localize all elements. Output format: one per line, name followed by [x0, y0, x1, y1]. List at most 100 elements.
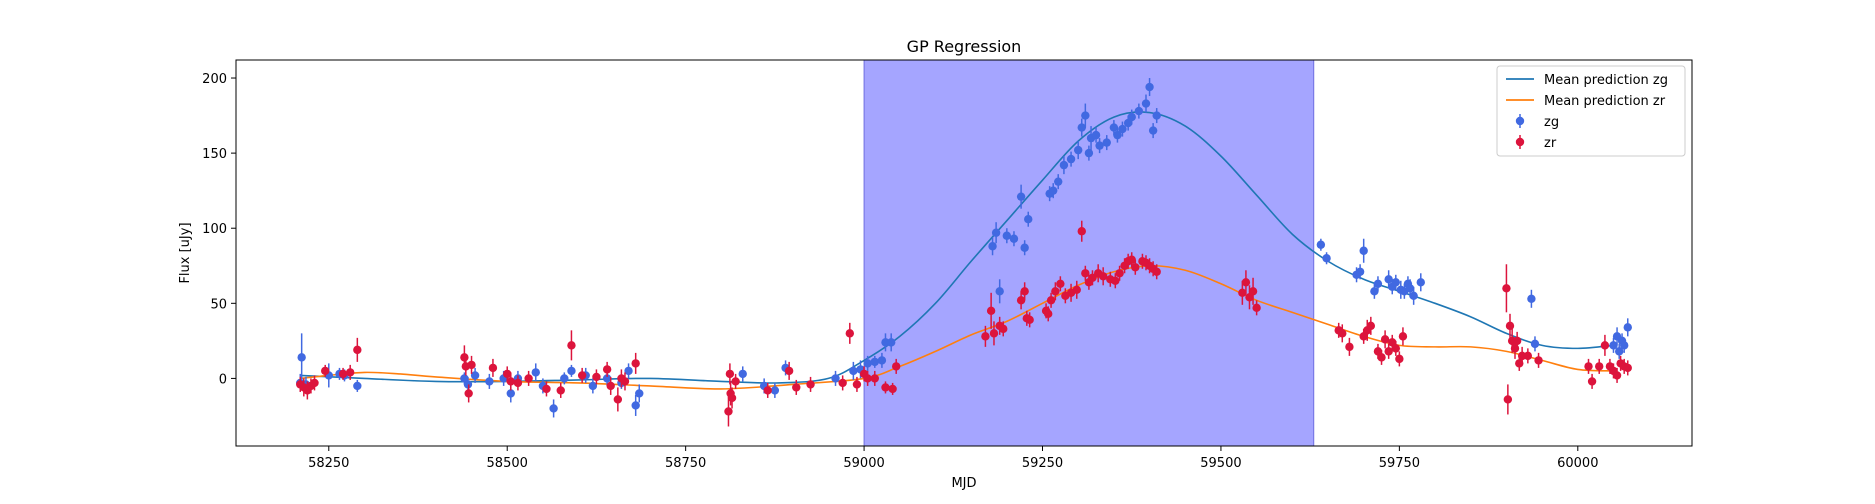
- data-point-zr-81: [1152, 264, 1161, 280]
- data-point-zg-43: [1016, 184, 1026, 209]
- marker: [321, 366, 330, 376]
- data-point-zr-94: [1377, 349, 1386, 365]
- marker: [464, 389, 473, 398]
- marker: [1398, 332, 1408, 341]
- marker: [888, 384, 897, 394]
- marker: [485, 377, 494, 386]
- marker: [592, 372, 601, 382]
- marker: [1152, 267, 1161, 276]
- plot-frame: [235, 59, 1693, 447]
- legend-marker-swatch: [1515, 116, 1525, 126]
- data-point-zr-25: [613, 387, 623, 412]
- data-point-zg-9: [470, 367, 480, 383]
- marker: [1600, 341, 1610, 350]
- data-point-zg-89: [1615, 343, 1624, 359]
- marker: [460, 353, 469, 362]
- marker: [1612, 371, 1622, 380]
- marker: [1152, 111, 1161, 120]
- marker: [738, 369, 747, 379]
- data-point-zg-31: [849, 361, 858, 380]
- data-point-zr-23: [602, 361, 612, 377]
- marker: [620, 377, 630, 386]
- data-point-zr-13: [488, 358, 498, 377]
- legend-item-zg: zg: [1515, 114, 1559, 130]
- data-point-zr-44: [881, 381, 890, 394]
- data-point-zg-70: [1322, 252, 1331, 265]
- data-point-zg-49: [1059, 156, 1069, 175]
- data-point-zg-66: [1145, 78, 1154, 97]
- marker: [506, 389, 515, 398]
- chart-title: GP Regression: [907, 37, 1022, 56]
- data-point-zg-47: [1049, 183, 1058, 199]
- y-tick-label: 100: [202, 222, 227, 237]
- marker: [1248, 287, 1258, 296]
- marker: [852, 380, 862, 389]
- marker: [1127, 112, 1136, 122]
- marker: [1009, 234, 1019, 243]
- marker: [1359, 246, 1368, 255]
- marker: [1109, 123, 1119, 132]
- x-tick-label: 59500: [1200, 456, 1241, 471]
- marker: [1115, 269, 1124, 278]
- marker: [1395, 354, 1404, 364]
- data-point-zr-33: [731, 373, 740, 389]
- data-point-zr-99: [1395, 351, 1404, 367]
- data-point-zr-32: [727, 387, 737, 409]
- marker: [353, 381, 362, 391]
- data-point-zg-61: [1118, 121, 1127, 137]
- data-point-zr-51: [999, 321, 1008, 337]
- marker: [1046, 296, 1056, 305]
- marker: [1088, 273, 1097, 282]
- data-point-zr-27: [620, 372, 630, 391]
- marker: [1016, 192, 1026, 201]
- marker: [877, 356, 887, 365]
- marker: [887, 338, 896, 347]
- data-point-zg-41: [1002, 228, 1012, 244]
- marker: [1081, 111, 1090, 120]
- data-point-zg-60: [1113, 127, 1122, 143]
- marker: [513, 378, 523, 388]
- data-point-zr-76: [1131, 259, 1140, 275]
- marker: [1534, 356, 1543, 365]
- marker: [470, 371, 480, 380]
- data-point-zr-5: [321, 364, 330, 377]
- data-point-zg-73: [1359, 238, 1368, 263]
- marker: [1502, 284, 1511, 293]
- data-point-zg-63: [1127, 109, 1136, 125]
- data-point-zg-14: [531, 363, 540, 382]
- marker: [1322, 254, 1331, 263]
- marker: [784, 366, 794, 376]
- y-tick-label: 50: [210, 297, 227, 312]
- data-point-zg-18: [567, 364, 576, 377]
- data-point-zg-92: [1623, 318, 1632, 337]
- data-point-zg-54: [1084, 145, 1094, 161]
- marker: [1024, 215, 1033, 224]
- marker: [1405, 284, 1415, 293]
- marker: [560, 374, 569, 383]
- marker: [338, 369, 348, 379]
- marker: [870, 374, 879, 383]
- marker: [1134, 106, 1144, 116]
- data-point-zr-96: [1384, 343, 1393, 359]
- data-point-zg-85: [1527, 289, 1536, 308]
- marker: [1141, 99, 1151, 108]
- data-point-zr-110: [1534, 352, 1543, 368]
- data-point-zr-38: [838, 375, 847, 391]
- marker: [763, 386, 772, 395]
- marker: [1091, 130, 1101, 140]
- marker: [1098, 272, 1108, 281]
- marker: [881, 383, 890, 392]
- data-point-zg-16: [549, 399, 558, 418]
- legend: Mean prediction zg Mean prediction zr zg zr: [1496, 65, 1686, 157]
- data-point-zg-91: [1619, 337, 1629, 353]
- marker: [1127, 255, 1136, 264]
- data-point-zr-22: [592, 369, 601, 385]
- marker: [838, 378, 847, 388]
- data-point-zg-84: [1416, 273, 1425, 292]
- data-point-zg-87: [1609, 337, 1618, 353]
- data-point-zr-39: [845, 322, 855, 344]
- marker: [631, 401, 640, 410]
- data-point-zr-72: [1115, 265, 1124, 281]
- x-tick-label: 60000: [1557, 456, 1598, 471]
